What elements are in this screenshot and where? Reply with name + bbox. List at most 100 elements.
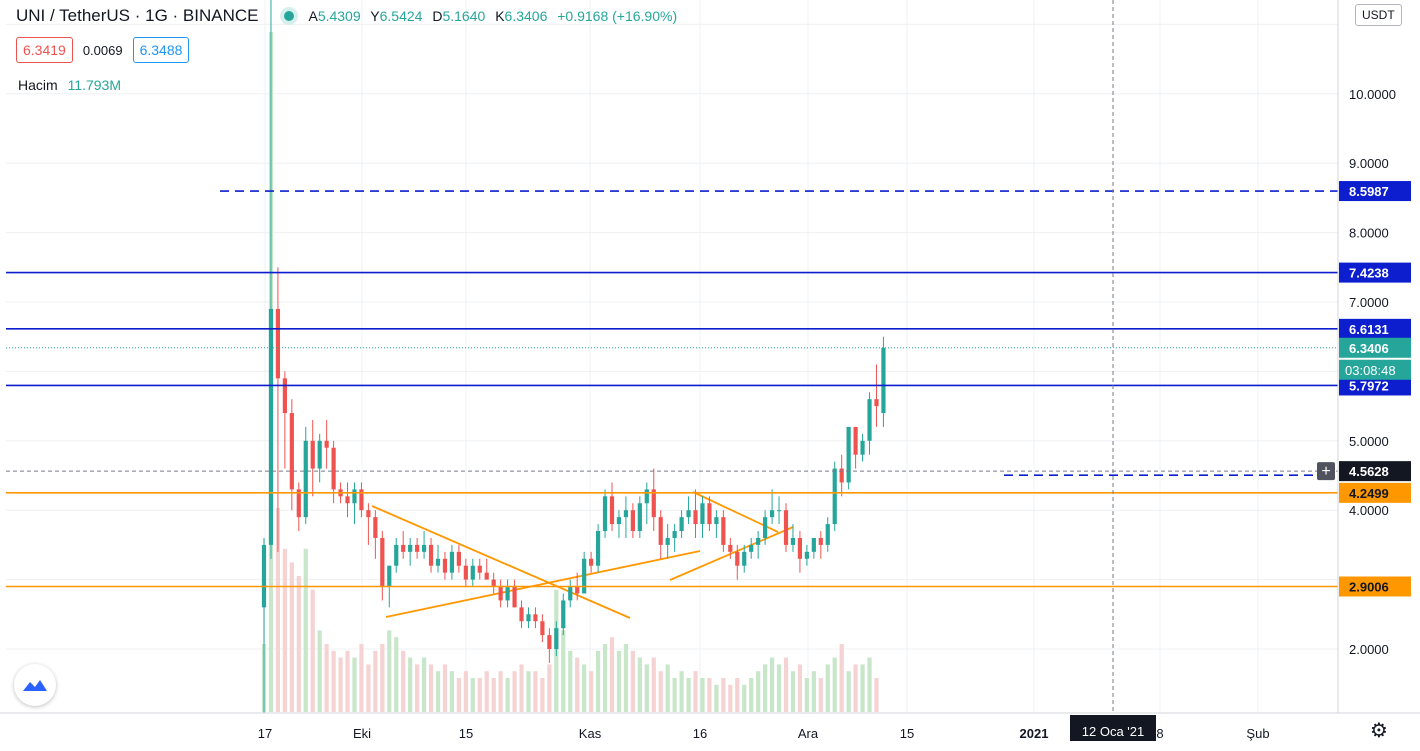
crosshair-date-label-bg bbox=[1070, 715, 1156, 741]
x-tick-label: 17 bbox=[258, 726, 272, 741]
volume-bar bbox=[387, 630, 392, 712]
candle-body bbox=[394, 544, 399, 566]
settings-gear-icon[interactable]: ⚙ bbox=[1370, 720, 1388, 742]
sell-button[interactable]: 6.3419 bbox=[16, 37, 73, 63]
volume-bar bbox=[728, 684, 733, 712]
volume-bar bbox=[561, 630, 566, 712]
candle-body bbox=[303, 440, 308, 518]
volume-bar bbox=[776, 664, 782, 712]
currency-button[interactable]: USDT bbox=[1355, 4, 1402, 26]
candle-body bbox=[735, 551, 740, 566]
candle-body bbox=[289, 413, 294, 490]
candle-body bbox=[324, 440, 329, 448]
candle-body bbox=[435, 558, 441, 566]
candle-body bbox=[275, 308, 281, 379]
candle-body bbox=[519, 607, 524, 622]
low-value: 5.1640 bbox=[442, 8, 486, 24]
volume-bar bbox=[463, 671, 468, 712]
candle-body bbox=[561, 600, 566, 629]
candle-body bbox=[380, 537, 385, 587]
candle-body bbox=[317, 440, 322, 469]
candle-body bbox=[749, 544, 754, 552]
volume-bar bbox=[707, 678, 712, 712]
volume-bar bbox=[651, 657, 656, 712]
volume-bar bbox=[547, 664, 552, 712]
x-tick-label: Ara bbox=[798, 726, 819, 741]
candle-body bbox=[728, 544, 733, 552]
volume-bar bbox=[526, 671, 531, 712]
candle-body bbox=[797, 537, 803, 559]
volume-bar bbox=[742, 684, 747, 712]
candle-body bbox=[310, 440, 315, 469]
level-label-bg bbox=[1339, 482, 1411, 503]
time-axis[interactable] bbox=[0, 713, 1420, 751]
volume-bar bbox=[693, 671, 698, 712]
volume-bar bbox=[498, 671, 503, 712]
level-label-bg bbox=[1339, 262, 1411, 283]
y-tick-label: 2.0000 bbox=[1349, 642, 1389, 657]
spread-value: 0.0069 bbox=[82, 42, 123, 58]
last-price-label: 6.3406 bbox=[1349, 341, 1389, 356]
crosshair-date-label: 12 Oca '21 bbox=[1082, 724, 1144, 739]
candle-body bbox=[512, 586, 517, 608]
volume-bar bbox=[435, 671, 441, 712]
buy-button[interactable]: 6.3488 bbox=[132, 37, 190, 63]
volume-bar bbox=[630, 650, 635, 712]
volume-bar bbox=[505, 678, 510, 712]
volume-bar bbox=[484, 671, 489, 712]
add-alert-button[interactable] bbox=[1317, 462, 1335, 481]
candle-body bbox=[769, 510, 775, 518]
market-open-indicator bbox=[284, 11, 295, 21]
candle-body bbox=[401, 544, 406, 552]
candle-body bbox=[540, 621, 545, 636]
volume-bar bbox=[763, 664, 768, 712]
volume-bar bbox=[832, 657, 837, 712]
volume-bar bbox=[637, 657, 642, 712]
candle-body bbox=[832, 468, 837, 525]
candle-body bbox=[707, 503, 712, 525]
candle-body bbox=[756, 537, 761, 545]
volume-bar bbox=[672, 678, 677, 712]
countdown-label-bg bbox=[1339, 359, 1411, 380]
candle-body bbox=[442, 558, 448, 573]
volume-bar bbox=[839, 644, 844, 712]
volume-bar bbox=[338, 657, 343, 712]
volume-bar bbox=[352, 657, 357, 712]
y-tick-label: 4.0000 bbox=[1349, 503, 1389, 518]
volume-bar bbox=[658, 671, 663, 712]
volume-bar bbox=[721, 678, 726, 712]
volume-bar bbox=[790, 671, 796, 712]
candle-body bbox=[846, 426, 851, 483]
candle-body bbox=[408, 544, 413, 552]
volume-bar bbox=[519, 664, 524, 712]
volume-bar bbox=[470, 678, 475, 712]
candle-body bbox=[804, 551, 809, 559]
candle-body bbox=[366, 510, 371, 518]
volume-bar bbox=[275, 508, 281, 712]
quote-panel: 6.3419 0.0069 6.3488 bbox=[16, 37, 190, 63]
candle-body bbox=[547, 635, 552, 649]
volume-bar bbox=[811, 671, 816, 712]
crosshair-price-label-bg bbox=[1339, 461, 1411, 482]
x-tick-label: 15 bbox=[900, 726, 914, 741]
level-label: 8.5987 bbox=[1349, 184, 1389, 199]
volume-bar bbox=[853, 664, 858, 712]
volume-bar bbox=[783, 657, 789, 712]
x-tick-label: Şub bbox=[1246, 726, 1269, 741]
volume-bar bbox=[331, 650, 336, 712]
candle-body bbox=[783, 510, 789, 545]
volume-bar bbox=[442, 664, 448, 712]
volume-bar bbox=[540, 678, 545, 712]
candle-body bbox=[679, 517, 684, 532]
candle-body bbox=[477, 565, 482, 573]
level-label-bg bbox=[1339, 181, 1411, 202]
volume-bar bbox=[575, 657, 580, 712]
volume-bar bbox=[644, 664, 649, 712]
volume-bar bbox=[373, 650, 378, 712]
tradingview-logo-icon[interactable] bbox=[14, 664, 56, 706]
symbol-title[interactable]: UNI / TetherUS · 1G · BINANCE bbox=[16, 6, 259, 25]
crosshair-price-label: 4.5628 bbox=[1349, 464, 1389, 479]
candle-body bbox=[331, 447, 336, 490]
volume-label: Hacim bbox=[18, 77, 58, 93]
